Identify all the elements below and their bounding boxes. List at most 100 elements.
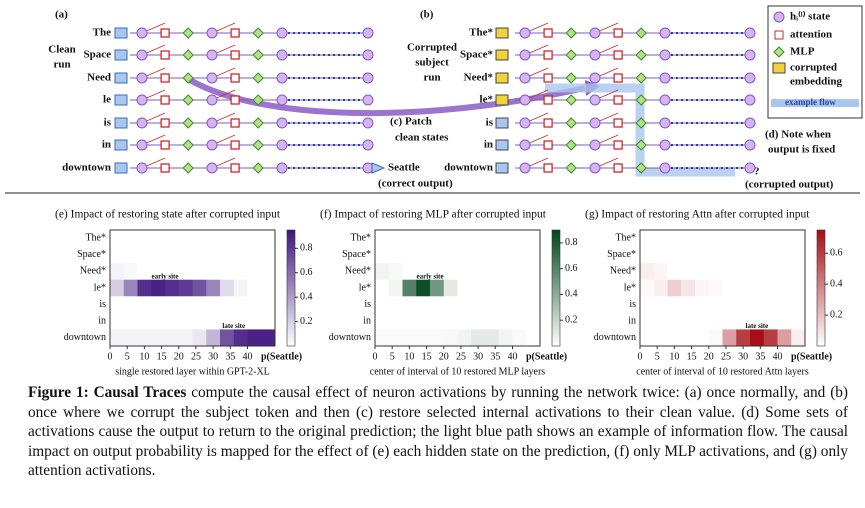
- patch-arrow: [188, 77, 586, 117]
- state: [744, 117, 756, 129]
- token-input: [114, 72, 128, 84]
- colorbar-label: 0.8: [300, 243, 313, 254]
- heat-cell: [233, 246, 248, 264]
- heat-cell: [722, 230, 737, 247]
- heat-cell: [777, 230, 792, 247]
- mlp: [252, 162, 264, 174]
- heat-cell: [457, 296, 472, 314]
- heat-cell: [695, 279, 710, 297]
- heat-cell: [123, 312, 138, 330]
- colorbar: [551, 229, 561, 347]
- heat-cell: [206, 279, 221, 297]
- attention: [160, 95, 170, 105]
- row-label: Space*: [77, 249, 106, 260]
- heat-cell: [526, 329, 541, 347]
- heat-cell: [402, 296, 417, 314]
- row-label: is: [99, 299, 106, 310]
- mlp: [182, 94, 194, 106]
- heat-cell: [667, 296, 682, 314]
- corrupted-embedding: [495, 94, 509, 106]
- plot-frame: [639, 229, 806, 347]
- attention: [230, 118, 240, 128]
- caption-term: Causal Traces: [93, 384, 187, 401]
- state: [136, 49, 148, 61]
- x-tick-label: 0: [638, 351, 643, 362]
- heat-cell: [498, 230, 513, 247]
- state: [659, 72, 671, 84]
- x-tick-label: 0: [373, 351, 378, 362]
- heat-cell: [151, 230, 166, 247]
- caption-text: compute the causal effect of neuron acti…: [28, 384, 849, 479]
- heat-cell: [233, 329, 248, 347]
- heat-cell: [695, 263, 710, 281]
- state: [659, 94, 671, 106]
- run-label: run: [53, 59, 70, 71]
- heat-cell: [375, 246, 390, 264]
- heat-cell: [233, 230, 248, 247]
- state: [659, 27, 671, 39]
- token: in: [484, 139, 493, 151]
- state: [206, 49, 218, 61]
- attention: [230, 95, 240, 105]
- heat-cell: [763, 279, 778, 297]
- heat-cell: [640, 230, 655, 247]
- state: [276, 139, 288, 151]
- heat-cell: [471, 296, 486, 314]
- caption: Figure 1: Causal Traces compute the caus…: [28, 383, 848, 481]
- row-label: Need*: [610, 266, 636, 277]
- heat-cell: [471, 312, 486, 330]
- mlp: [252, 117, 264, 129]
- x-tick-label: 40: [508, 351, 518, 362]
- output-label: p(Seattle): [261, 351, 302, 362]
- mlp: [252, 139, 264, 151]
- heat-cell: [736, 246, 751, 264]
- attention: [543, 95, 553, 105]
- heat-cell: [653, 312, 668, 330]
- heat-cell: [526, 230, 541, 247]
- row-label: le*: [94, 282, 106, 293]
- x-tick-label: 20: [174, 351, 184, 362]
- heat-cell: [498, 312, 513, 330]
- heat-cell: [498, 263, 513, 281]
- heat-cell: [151, 263, 166, 281]
- state: [744, 27, 756, 39]
- heat-cell: [247, 279, 262, 297]
- heat-cell: [416, 230, 431, 247]
- state: [276, 49, 288, 61]
- heat-cell: [512, 279, 527, 297]
- state: [136, 117, 148, 129]
- heat-cell: [722, 329, 737, 347]
- heat-cell: [750, 279, 765, 297]
- token: The: [93, 27, 111, 39]
- heat-cell: [708, 279, 723, 297]
- state: [519, 162, 531, 174]
- corrupted-embedding: [495, 72, 509, 84]
- heat-cell: [763, 230, 778, 247]
- state: [362, 139, 374, 151]
- heat-cell: [110, 329, 125, 347]
- mlp: [635, 117, 647, 129]
- x-tick-label: 40: [243, 351, 253, 362]
- mlp: [182, 27, 194, 39]
- mlp: [182, 117, 194, 129]
- row-label: The*: [350, 233, 371, 244]
- heat-cell: [640, 329, 655, 347]
- heat-cell: [137, 312, 152, 330]
- heat-cell: [471, 329, 486, 347]
- state: [519, 72, 531, 84]
- legend-state: [773, 11, 785, 23]
- token-input: [114, 27, 128, 39]
- heat-cell: [247, 329, 262, 347]
- state: [659, 162, 671, 174]
- state: [206, 162, 218, 174]
- heat-cell: [233, 263, 248, 281]
- token: le: [103, 94, 111, 106]
- output-note: (corrupted output): [745, 179, 834, 191]
- heat-cell: [192, 246, 207, 264]
- state: [659, 117, 671, 129]
- heat-cell: [750, 246, 765, 264]
- attention: [543, 50, 553, 60]
- heat-cell: [443, 296, 458, 314]
- heat-cell: [526, 312, 541, 330]
- heat-cell: [178, 329, 193, 347]
